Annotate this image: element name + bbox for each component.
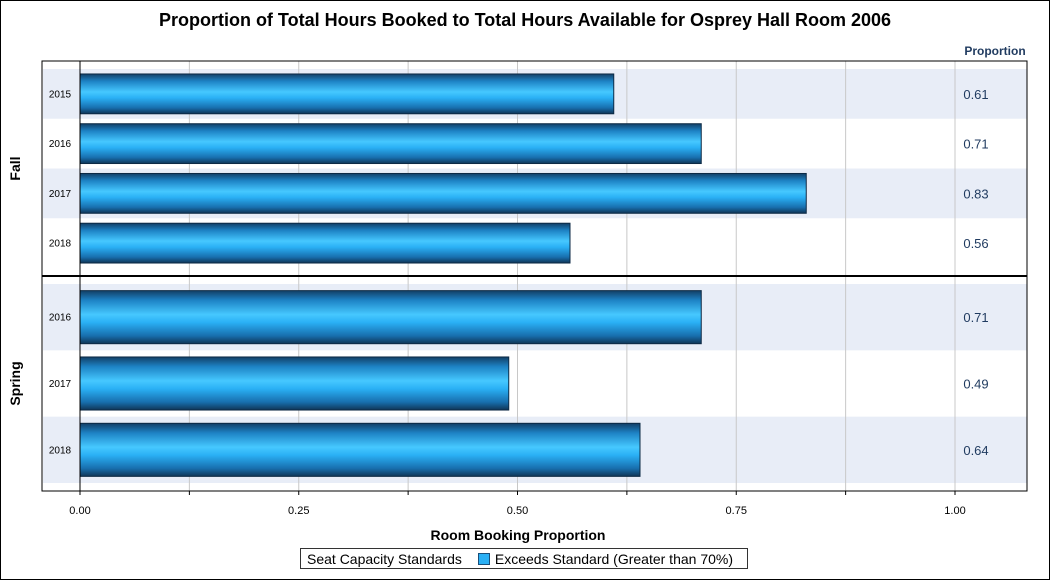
category-tick-label: 2017 bbox=[49, 379, 72, 390]
data-label: 0.71 bbox=[963, 310, 988, 325]
legend-swatch bbox=[477, 552, 490, 565]
x-tick-label: 0.25 bbox=[288, 505, 309, 517]
x-tick-label: 1.00 bbox=[944, 505, 965, 517]
data-label: 0.49 bbox=[963, 377, 988, 392]
bar-spring-2017 bbox=[79, 356, 510, 411]
category-tick-label: 2018 bbox=[49, 445, 72, 456]
bar-spring-2018 bbox=[79, 422, 641, 477]
category-tick-label: 2016 bbox=[49, 313, 72, 324]
data-label: 0.64 bbox=[963, 443, 988, 458]
legend-title: Seat Capacity Standards bbox=[307, 550, 462, 567]
category-tick-label: 2016 bbox=[49, 139, 72, 150]
bar-fall-2018 bbox=[79, 222, 571, 264]
legend: Seat Capacity Standards Exceeds Standard… bbox=[300, 548, 748, 569]
bar-fall-2016 bbox=[79, 123, 702, 165]
bar-spring-2016 bbox=[79, 290, 702, 345]
data-label: 0.71 bbox=[963, 137, 988, 152]
group-label: Fall bbox=[7, 156, 23, 180]
x-tick-label: 0.75 bbox=[726, 505, 747, 517]
bar-fall-2017 bbox=[79, 172, 807, 214]
bar-fall-2015 bbox=[79, 73, 615, 115]
category-tick-label: 2018 bbox=[49, 239, 72, 250]
legend-entry-label: Exceeds Standard (Greater than 70%) bbox=[494, 550, 734, 567]
x-tick-label: 0.00 bbox=[69, 505, 90, 517]
group-label: Spring bbox=[7, 361, 23, 405]
category-tick-label: 2017 bbox=[49, 189, 72, 200]
chart-title: Proportion of Total Hours Booked to Tota… bbox=[158, 10, 892, 30]
x-axis-label: Room Booking Proportion bbox=[431, 527, 606, 543]
value-column-header: Proportion bbox=[964, 44, 1026, 58]
data-label: 0.83 bbox=[963, 186, 988, 201]
data-label: 0.56 bbox=[963, 236, 988, 251]
data-label: 0.61 bbox=[963, 87, 988, 102]
x-tick-label: 0.50 bbox=[507, 505, 528, 517]
category-tick-label: 2015 bbox=[49, 89, 72, 100]
